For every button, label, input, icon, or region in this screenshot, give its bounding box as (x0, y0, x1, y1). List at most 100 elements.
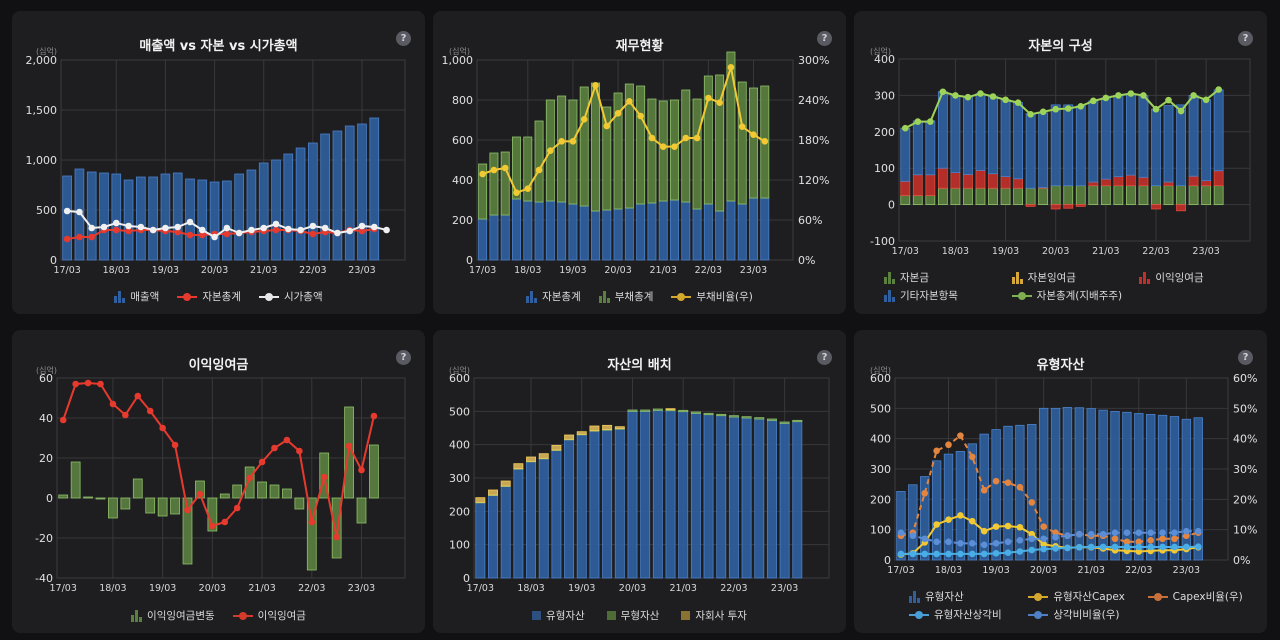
y-tick-label: 20 (39, 452, 53, 465)
legend-item-subsidiary-investment[interactable]: 자회사 투자 (681, 608, 747, 623)
legend-item-retained-earnings[interactable]: 이익잉여금 (232, 608, 306, 623)
help-icon[interactable]: ? (1238, 31, 1253, 46)
y-tick-label: 2,000 (26, 54, 58, 67)
x-tick-label: 23/03 (348, 265, 375, 276)
x-tick-label: 23/03 (740, 265, 767, 276)
legend-item-capex-ratio[interactable]: Capex비율(우) (1147, 589, 1267, 604)
bar (1088, 185, 1099, 205)
panel-asset-allocation: 자산의 배치 ? (십억) 0 100 200 300 400 500 600 17/03 18… (433, 330, 846, 633)
legend-item-total-equity-controlling[interactable]: 자본총계(지배주주) (1011, 288, 1140, 303)
legend-item-capital-surplus[interactable]: 자본잉여금 (1011, 270, 1140, 285)
help-icon[interactable]: ? (817, 350, 832, 365)
bar (136, 176, 146, 261)
y-tick-label: 1,000 (26, 154, 58, 167)
data-point (705, 94, 712, 102)
x-tick-label: 21/03 (1092, 246, 1119, 257)
unit-label: (십억) (449, 366, 470, 375)
legend-item-liabilities[interactable]: 부채총계 (598, 289, 653, 304)
bar (86, 171, 97, 261)
legend-item-capex[interactable]: 유형자산Capex (1028, 589, 1147, 604)
data-point (490, 166, 498, 174)
unit-label: (십억) (36, 366, 57, 375)
bar (111, 173, 122, 261)
line-series-icon (232, 611, 253, 621)
x-tick-label: 23/03 (1173, 565, 1200, 576)
data-point (1040, 545, 1047, 553)
bar (1038, 407, 1049, 561)
bar (678, 411, 689, 579)
legend-item-retained-earnings-change[interactable]: 이익잉여금변동 (131, 608, 215, 623)
legend-item-retained-earnings[interactable]: 이익잉여금 (1139, 270, 1267, 285)
y-tick-label: 200 (870, 493, 891, 506)
data-point (1135, 543, 1143, 551)
line-series-icon (177, 292, 198, 302)
bar (568, 203, 578, 261)
data-point (1147, 529, 1154, 536)
legend-item-tangible-assets[interactable]: 유형자산 (909, 589, 1028, 604)
data-point (1016, 483, 1024, 491)
help-icon[interactable]: ? (817, 31, 832, 46)
bar (526, 456, 537, 462)
data-point (1135, 538, 1143, 546)
bar (900, 180, 911, 196)
legend-item-depreciation[interactable]: 유형자산상각비 (909, 607, 1028, 622)
data-point (945, 550, 952, 558)
legend-item-debt-ratio[interactable]: 부채비율(우) (671, 289, 753, 304)
bar (1151, 185, 1161, 205)
bar (1163, 185, 1174, 205)
data-point (592, 82, 599, 89)
y-tick-label: 0 (50, 254, 57, 267)
bar (692, 208, 702, 261)
unit-label: (십억) (870, 47, 891, 56)
x-tick-label: 21/03 (670, 583, 697, 594)
bar (975, 187, 986, 206)
data-point (223, 224, 231, 232)
help-icon[interactable]: ? (1238, 350, 1253, 365)
bar (602, 106, 612, 211)
bar (512, 198, 521, 261)
legend-item-equity[interactable]: 자본총계 (526, 289, 581, 304)
legend-label: 이익잉여금 (1155, 272, 1204, 284)
help-icon[interactable]: ? (396, 350, 411, 365)
bar (1113, 95, 1124, 177)
x-tick-label: 21/03 (1078, 565, 1105, 576)
y-tick-label: 300 (870, 463, 891, 476)
unit-label: (십억) (36, 47, 57, 56)
legend-item-depreciation-ratio[interactable]: 상각비비율(우) (1028, 607, 1147, 622)
panel-title: 매출액 vs 자본 vs 시가총액 (139, 39, 298, 54)
bar (779, 422, 790, 579)
legend-item-intangible-assets[interactable]: 무형자산 (606, 608, 659, 623)
data-point (738, 123, 746, 130)
help-icon[interactable]: ? (396, 31, 411, 46)
data-point (614, 110, 622, 117)
data-point (921, 489, 929, 497)
legend: 유형자산 무형자산 자회사 투자 (433, 608, 846, 623)
y-tick-label: 600 (870, 372, 891, 385)
data-point (109, 400, 117, 408)
y-tick-label: 200 (449, 505, 470, 518)
legend-item-marketcap[interactable]: 시가총액 (258, 289, 323, 304)
x-tick-label: 18/03 (99, 583, 126, 594)
bar (624, 83, 634, 209)
legend-label: 자회사 투자 (695, 610, 747, 622)
bar (1125, 185, 1136, 205)
bar (640, 410, 651, 579)
bar (308, 142, 318, 261)
legend-item-revenue[interactable]: 매출액 (114, 289, 159, 304)
legend-item-other-equity[interactable]: 기타자본항목 (884, 288, 1012, 303)
legend-item-capital-stock[interactable]: 자본금 (884, 270, 1012, 285)
x-tick-label: 17/03 (887, 565, 914, 576)
bar (613, 208, 623, 261)
data-point (1090, 97, 1097, 105)
bar (564, 439, 575, 579)
legend: 이익잉여금변동 이익잉여금 (12, 608, 425, 623)
bar (523, 200, 533, 261)
x-tick-label: 17/03 (469, 265, 496, 276)
legend-label: 자본총계 (202, 291, 241, 303)
data-point (980, 550, 988, 558)
legend-item-equity[interactable]: 자본총계 (177, 289, 241, 304)
bar (1201, 99, 1212, 181)
legend-item-tangible-assets[interactable]: 유형자산 (532, 608, 585, 623)
bar (703, 203, 713, 261)
data-point (1159, 529, 1166, 536)
